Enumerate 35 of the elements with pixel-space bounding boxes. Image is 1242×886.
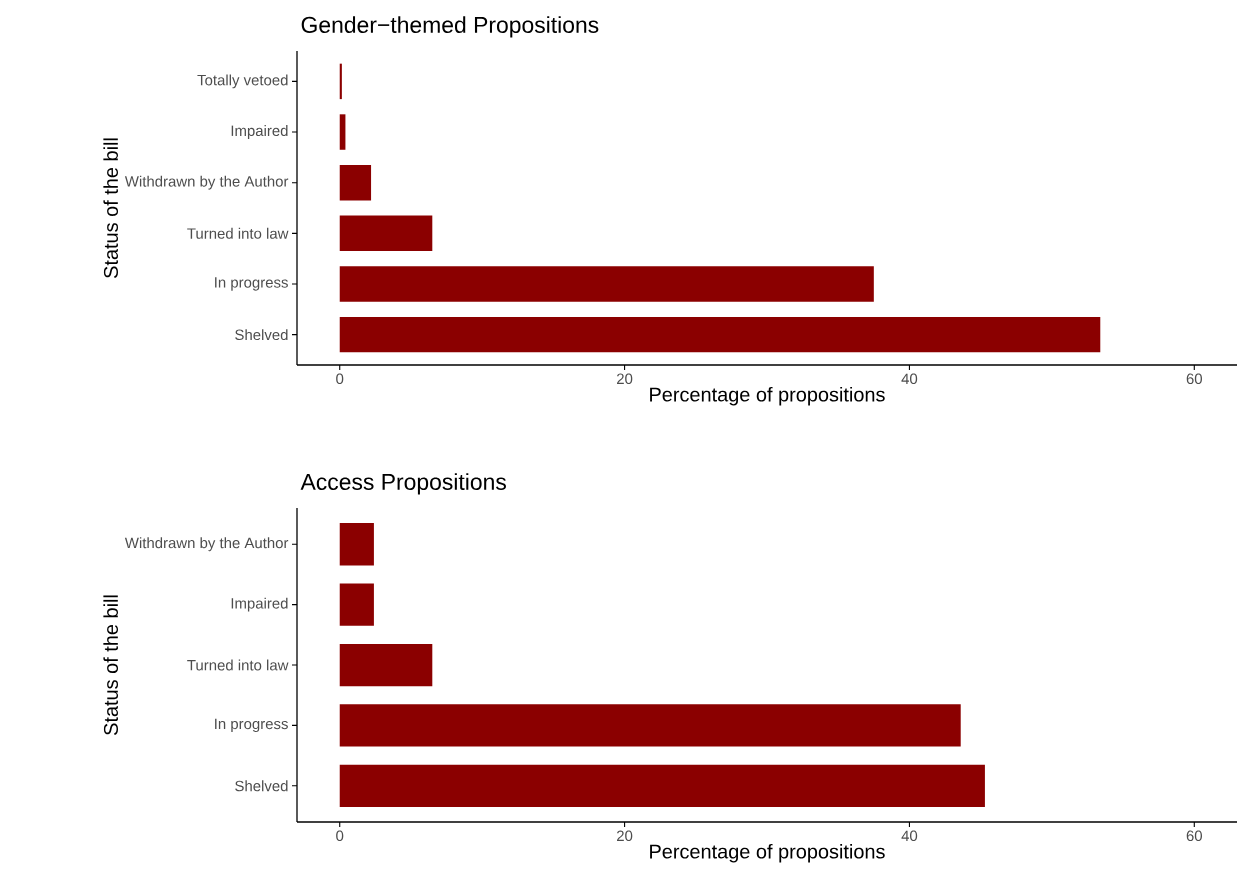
- x-tick-label: 60: [1186, 830, 1202, 842]
- y-tick-label: Turned into law: [187, 659, 289, 671]
- bar: [339, 704, 961, 747]
- chart-title: Gender−themed Propositions: [301, 16, 599, 38]
- y-tick-label: In progress: [215, 277, 288, 291]
- bar: [339, 215, 433, 252]
- y-tick-label: Totally vetoed: [197, 74, 288, 89]
- y-tick-label: Shelved: [235, 329, 288, 341]
- x-tick-label: 0: [336, 373, 344, 385]
- x-tick-label: 20: [617, 830, 633, 842]
- y-tick-label: Impaired: [231, 597, 288, 612]
- y-tick-label: Shelved: [235, 780, 288, 792]
- bar: [339, 643, 433, 687]
- chart-title: Access Propositions: [300, 473, 506, 495]
- bar: [339, 764, 985, 807]
- bar: [339, 164, 372, 201]
- y-tick-label: Turned into law: [187, 227, 289, 239]
- bar: [339, 583, 374, 626]
- bar: [339, 316, 1101, 353]
- x-tick-label: 20: [617, 373, 633, 385]
- y-tick-label: Impaired: [231, 125, 288, 139]
- y-tick-label: Withdrawn by the Author: [124, 175, 289, 190]
- bar: [339, 523, 374, 566]
- bar: [339, 266, 874, 302]
- y-axis-title: Status of the bill: [103, 595, 118, 735]
- x-tick-label: 60: [1186, 373, 1202, 385]
- y-axis-title: Status of the bill: [103, 138, 118, 278]
- x-tick-label: 40: [901, 830, 918, 842]
- y-tick-label: In progress: [215, 718, 288, 733]
- x-axis-title: Percentage of propositions: [650, 843, 885, 863]
- x-axis-title: Percentage of propositions: [650, 386, 885, 406]
- x-tick-label: 0: [336, 830, 344, 842]
- x-tick-label: 40: [901, 373, 918, 385]
- y-tick-label: Withdrawn by the Author: [124, 537, 289, 552]
- bar: [339, 63, 342, 100]
